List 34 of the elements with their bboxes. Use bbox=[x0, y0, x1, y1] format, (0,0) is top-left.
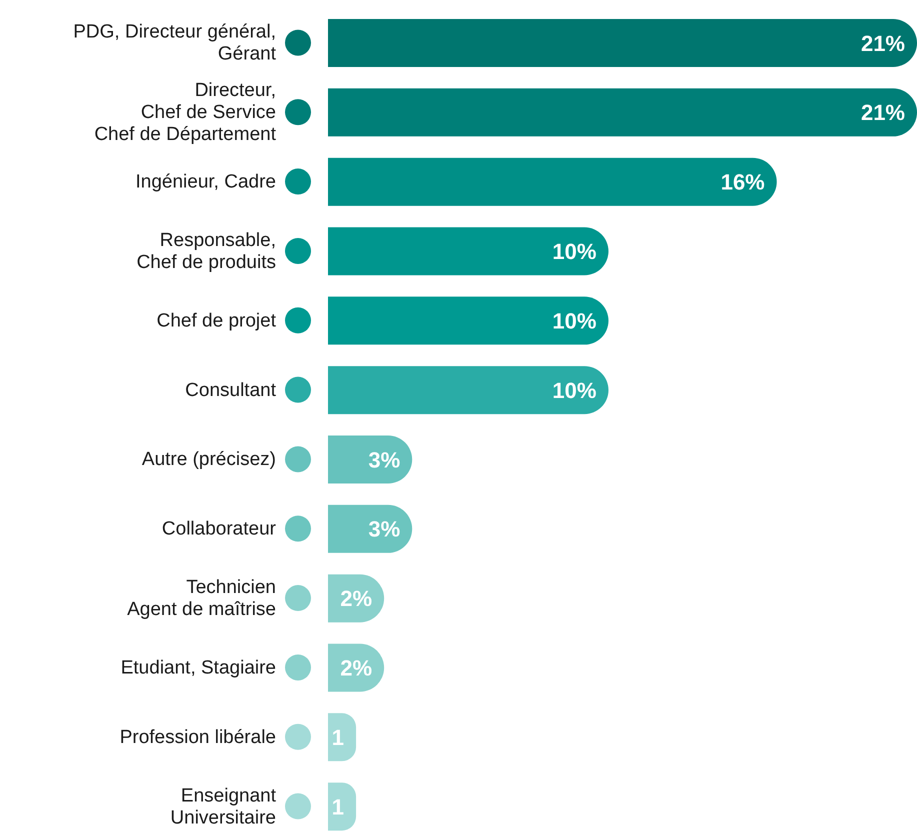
data-label: 1 bbox=[332, 794, 344, 820]
bar bbox=[328, 366, 608, 414]
y-tick-label: Technicien Agent de maîtrise bbox=[127, 576, 276, 620]
y-tick-label: Chef de projet bbox=[156, 310, 277, 331]
bar bbox=[328, 88, 917, 136]
data-label: 21% bbox=[860, 100, 905, 126]
y-tick-label: Profession libérale bbox=[120, 726, 276, 748]
y-tick-label: Ingénieur, Cadre bbox=[136, 171, 276, 192]
bar bbox=[328, 504, 412, 553]
bar bbox=[328, 227, 608, 276]
y-tick-label: Consultant bbox=[185, 379, 277, 400]
data-label: 16% bbox=[720, 170, 765, 195]
bar bbox=[328, 296, 608, 345]
bar bbox=[328, 782, 356, 831]
y-tick-label: Autre (précisez) bbox=[142, 448, 276, 470]
bar bbox=[328, 19, 917, 67]
y-tick-label: PDG, Directeur général, Gérant bbox=[73, 21, 277, 64]
y-tick-label: Enseignant Universitaire bbox=[170, 784, 277, 828]
data-label: 10% bbox=[552, 378, 596, 403]
data-label: 3% bbox=[368, 516, 400, 542]
y-tick-label: Directeur, Chef de Service Chef de Département bbox=[94, 80, 277, 145]
y-tick-label: Etudiant, Stagiaire bbox=[120, 656, 276, 678]
y-tick-label: Responsable, Chef de produits bbox=[136, 229, 276, 272]
y-tick-label: Collaborateur bbox=[162, 518, 277, 540]
data-label: 3% bbox=[368, 447, 400, 472]
data-label: 2% bbox=[340, 586, 372, 612]
bar bbox=[328, 158, 777, 206]
data-label: 21% bbox=[860, 30, 905, 56]
data-label: 10% bbox=[552, 239, 596, 264]
bar bbox=[328, 436, 412, 484]
data-label: 2% bbox=[340, 656, 372, 681]
data-label: 1 bbox=[332, 724, 344, 750]
bar bbox=[328, 713, 356, 762]
data-label: 10% bbox=[552, 308, 596, 334]
